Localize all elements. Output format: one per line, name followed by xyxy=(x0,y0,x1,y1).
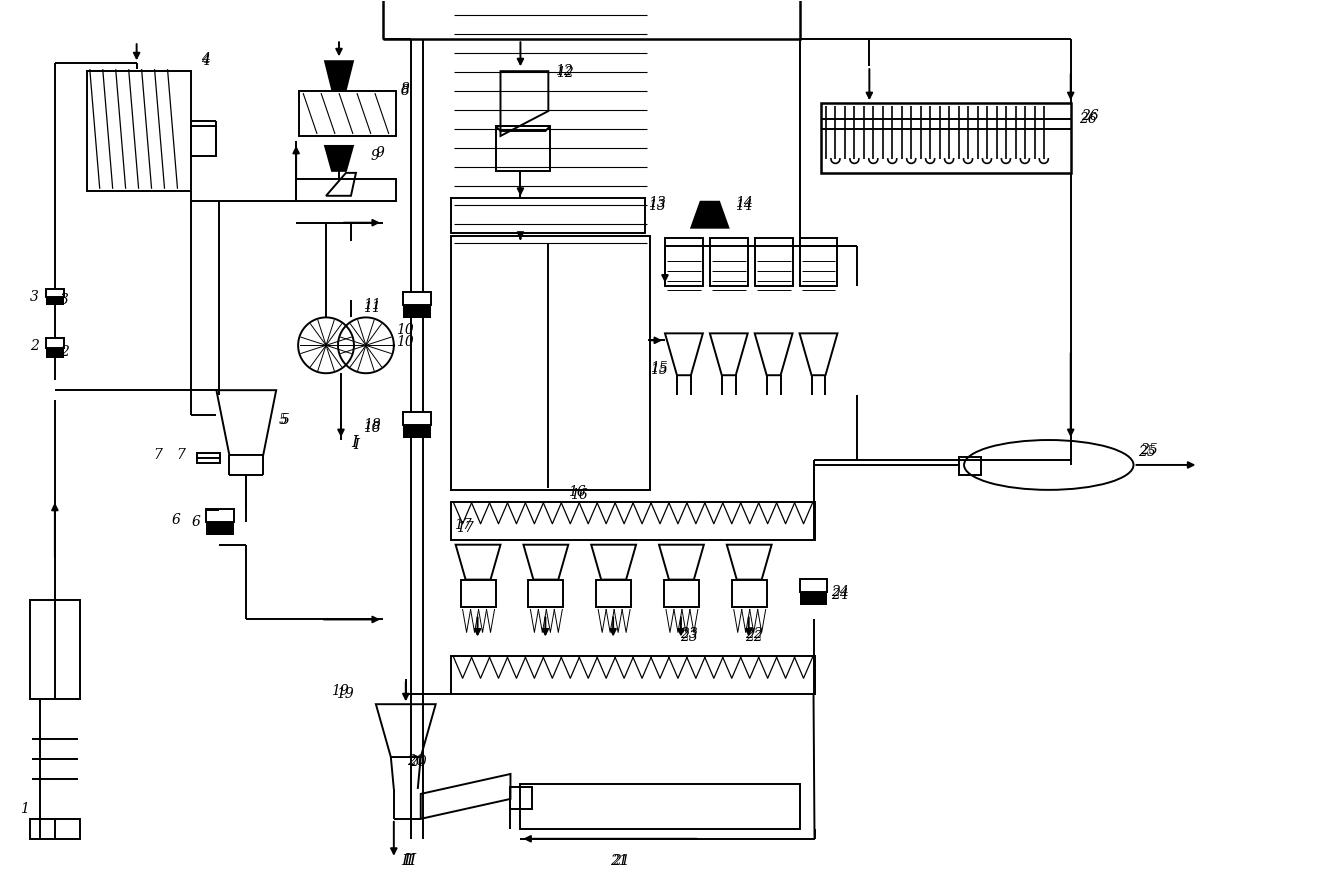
Text: 2: 2 xyxy=(30,340,38,353)
Bar xyxy=(731,579,767,608)
Bar xyxy=(198,453,220,463)
Text: 2: 2 xyxy=(59,345,69,359)
Text: 11: 11 xyxy=(362,301,381,316)
Text: 5: 5 xyxy=(281,413,290,427)
Bar xyxy=(960,457,981,475)
Bar xyxy=(46,298,63,306)
Polygon shape xyxy=(689,201,730,229)
Bar xyxy=(403,292,431,306)
Polygon shape xyxy=(326,146,353,171)
Text: 10: 10 xyxy=(395,335,414,350)
Bar xyxy=(46,349,63,358)
Text: 25: 25 xyxy=(1140,443,1159,457)
Bar xyxy=(30,819,80,839)
Bar xyxy=(821,103,1070,173)
Bar xyxy=(521,784,800,829)
Text: 3: 3 xyxy=(30,291,38,305)
Bar xyxy=(596,579,631,608)
Bar xyxy=(664,579,699,608)
Text: II: II xyxy=(403,852,416,869)
Text: 8: 8 xyxy=(401,84,410,98)
Text: 13: 13 xyxy=(648,196,666,210)
Bar xyxy=(87,72,191,190)
Bar xyxy=(451,656,815,695)
Text: 19: 19 xyxy=(331,684,349,698)
Text: 7: 7 xyxy=(154,448,162,462)
Text: 16: 16 xyxy=(571,488,588,502)
Text: 15: 15 xyxy=(650,361,668,375)
Text: 1: 1 xyxy=(20,802,29,816)
Text: 5: 5 xyxy=(279,413,289,427)
Text: 17: 17 xyxy=(453,518,472,532)
Text: 23: 23 xyxy=(680,630,697,645)
Text: 14: 14 xyxy=(734,198,753,213)
Polygon shape xyxy=(326,61,353,89)
Text: I: I xyxy=(353,438,358,452)
Bar xyxy=(403,306,431,318)
Text: 20: 20 xyxy=(407,754,424,768)
Text: 12: 12 xyxy=(555,64,573,78)
Bar xyxy=(710,238,747,285)
Text: 6: 6 xyxy=(171,513,181,527)
Text: 26: 26 xyxy=(1081,109,1098,123)
Text: 15: 15 xyxy=(650,363,668,377)
Bar xyxy=(207,509,235,522)
Text: 18: 18 xyxy=(362,418,381,432)
Bar xyxy=(755,238,792,285)
Bar xyxy=(800,592,828,604)
Bar xyxy=(46,290,63,298)
Bar xyxy=(460,579,496,608)
Text: 17: 17 xyxy=(456,520,473,535)
Text: 10: 10 xyxy=(395,324,414,337)
Bar xyxy=(297,179,395,201)
Text: 13: 13 xyxy=(648,198,666,213)
Bar xyxy=(451,198,645,232)
Bar xyxy=(800,238,837,285)
Bar xyxy=(496,126,551,171)
Bar xyxy=(451,236,650,490)
Text: 7: 7 xyxy=(177,448,186,462)
Text: 9: 9 xyxy=(376,146,385,160)
Text: 21: 21 xyxy=(610,854,627,868)
Text: 22: 22 xyxy=(745,628,763,641)
Bar xyxy=(191,126,216,156)
Text: 24: 24 xyxy=(832,587,849,602)
Bar xyxy=(403,412,431,425)
Text: 16: 16 xyxy=(568,485,587,499)
Text: 26: 26 xyxy=(1078,112,1097,126)
Text: 8: 8 xyxy=(401,82,410,97)
Text: 11: 11 xyxy=(362,299,381,312)
Text: 9: 9 xyxy=(370,149,380,163)
Bar xyxy=(451,502,815,540)
Bar xyxy=(207,522,235,535)
Text: 6: 6 xyxy=(191,515,200,528)
Text: 22: 22 xyxy=(745,630,763,645)
Bar xyxy=(529,579,563,608)
Bar xyxy=(800,578,828,592)
Text: II: II xyxy=(401,854,413,868)
Bar xyxy=(382,0,800,39)
Text: 21: 21 xyxy=(612,854,630,868)
Text: 3: 3 xyxy=(59,293,69,308)
Text: I: I xyxy=(351,434,357,451)
Bar xyxy=(403,425,431,438)
Text: 14: 14 xyxy=(734,196,753,210)
Text: 24: 24 xyxy=(832,585,849,599)
Bar xyxy=(666,238,702,285)
Bar xyxy=(46,338,63,349)
Text: 20: 20 xyxy=(409,755,427,769)
Text: 4: 4 xyxy=(202,52,211,66)
Text: 19: 19 xyxy=(336,687,353,701)
Text: 23: 23 xyxy=(680,628,697,641)
Bar xyxy=(510,787,532,809)
Text: 4: 4 xyxy=(202,55,211,68)
Text: 12: 12 xyxy=(556,66,575,80)
Text: 25: 25 xyxy=(1139,445,1156,459)
Text: 18: 18 xyxy=(362,421,381,435)
Bar xyxy=(30,600,80,699)
